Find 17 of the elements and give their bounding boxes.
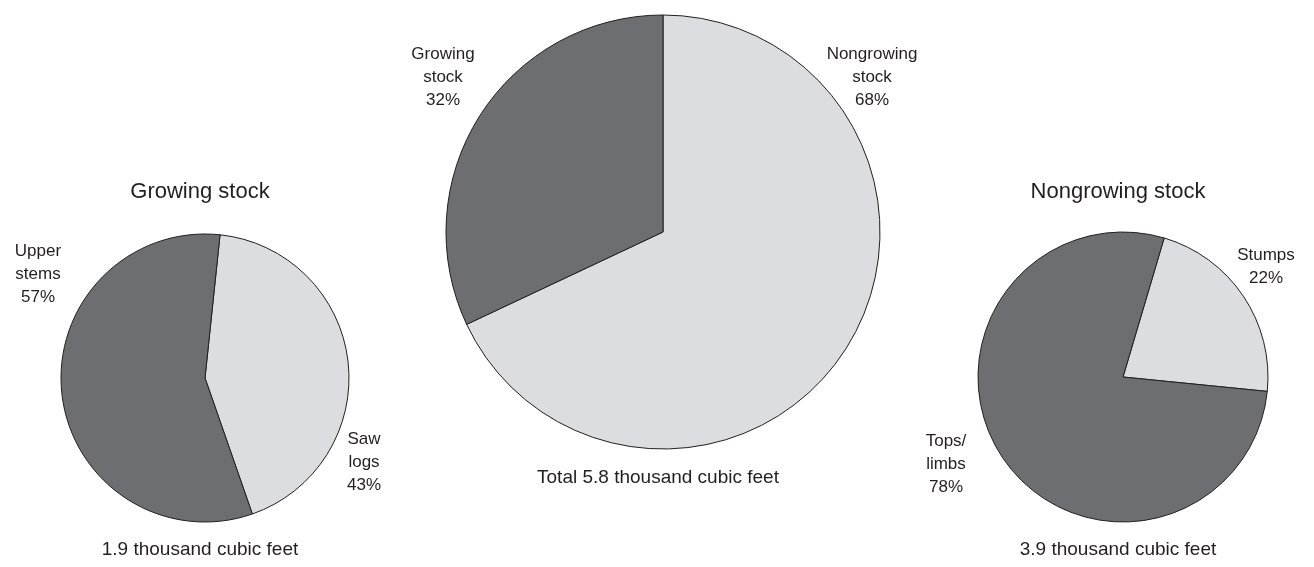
text: Total 5.8 thousand cubic feet bbox=[536, 466, 780, 488]
chart-title: Nongrowing stock bbox=[1029, 178, 1207, 204]
data-label: 68% bbox=[854, 89, 890, 109]
slice-label: Growing stock bbox=[411, 43, 475, 86]
slice-label: Nongrowing stock bbox=[826, 43, 918, 86]
data-label: 78% bbox=[928, 476, 964, 496]
text: 1.9 thousand cubic feet bbox=[100, 538, 300, 560]
text: 3.9 thousand cubic feet bbox=[1018, 538, 1218, 560]
data-label: 22% bbox=[1248, 267, 1284, 286]
data-label: 57% bbox=[20, 286, 56, 306]
slice-label: Tops/limbs bbox=[925, 430, 967, 473]
data-label: 32% bbox=[425, 89, 461, 109]
data-label: 43% bbox=[346, 474, 382, 494]
slice-label: Saw logs bbox=[347, 428, 382, 471]
slice-label: Upper stems bbox=[14, 240, 62, 283]
chart-title: Growing stock bbox=[129, 178, 271, 204]
slice-label: Stumps bbox=[1237, 244, 1295, 263]
